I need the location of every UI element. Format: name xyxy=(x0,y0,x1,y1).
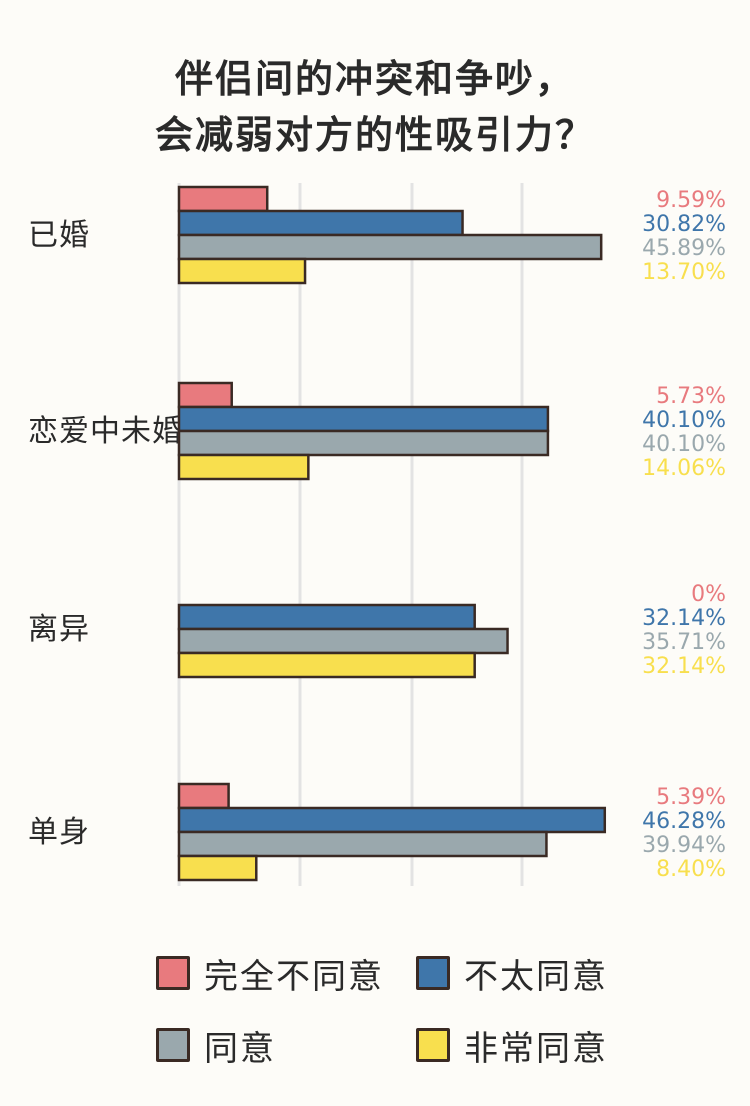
data-label: 13.70% xyxy=(642,260,726,285)
bar xyxy=(177,185,269,213)
data-label: 32.14% xyxy=(642,654,726,679)
legend-swatch-agree xyxy=(156,1028,190,1062)
bar xyxy=(177,381,233,409)
bar xyxy=(177,830,548,858)
chart-title-line-1: 伴侣间的冲突和争吵， xyxy=(174,57,575,101)
legend-item-strongly-agree: 非常同意 xyxy=(416,1022,636,1069)
bar xyxy=(177,233,603,261)
legend-item-agree: 同意 xyxy=(156,1022,416,1069)
bar xyxy=(177,257,307,285)
data-label: 14.06% xyxy=(642,456,726,481)
data-label: 32.14% xyxy=(642,606,726,631)
bar xyxy=(177,429,550,457)
bar xyxy=(177,603,476,631)
legend: 完全不同意 不太同意 同意 非常同意 xyxy=(156,950,636,1069)
bar xyxy=(177,627,509,655)
data-label: 8.40% xyxy=(656,857,726,882)
bar xyxy=(177,651,476,679)
legend-label: 同意 xyxy=(204,1028,276,1069)
bar xyxy=(177,854,258,882)
bar xyxy=(177,209,464,237)
chart-title-line-2: 会减弱对方的性吸引力？ xyxy=(154,113,595,157)
bar xyxy=(177,405,550,433)
data-label: 30.82% xyxy=(642,212,726,237)
category-label: 已婚 xyxy=(28,218,90,253)
data-label: 9.59% xyxy=(656,188,726,213)
legend-label: 完全不同意 xyxy=(204,956,384,997)
bar-chart: 已婚9.59%30.82%45.89%13.70%恋爱中未婚5.73%40.10… xyxy=(28,183,726,886)
bar xyxy=(177,453,310,481)
legend-item-disagree: 不太同意 xyxy=(416,950,636,997)
data-label: 46.28% xyxy=(642,809,726,834)
data-label: 0% xyxy=(691,582,726,607)
bar xyxy=(177,782,230,810)
legend-label: 非常同意 xyxy=(464,1028,608,1069)
bar xyxy=(177,806,607,834)
legend-swatch-strongly-agree xyxy=(416,1028,450,1062)
data-label: 5.73% xyxy=(656,384,726,409)
data-label: 40.10% xyxy=(642,408,726,433)
category-label: 单身 xyxy=(28,815,90,850)
data-label: 35.71% xyxy=(642,630,726,655)
legend-swatch-disagree xyxy=(416,956,450,990)
legend-item-strongly-disagree: 完全不同意 xyxy=(156,950,416,997)
legend-label: 不太同意 xyxy=(464,956,608,997)
data-label: 40.10% xyxy=(642,432,726,457)
data-label: 5.39% xyxy=(656,785,726,810)
category-label: 离异 xyxy=(28,612,90,647)
data-label: 45.89% xyxy=(642,236,726,261)
legend-swatch-strongly-disagree xyxy=(156,956,190,990)
category-label: 恋爱中未婚 xyxy=(28,414,183,449)
data-label: 39.94% xyxy=(642,833,726,858)
